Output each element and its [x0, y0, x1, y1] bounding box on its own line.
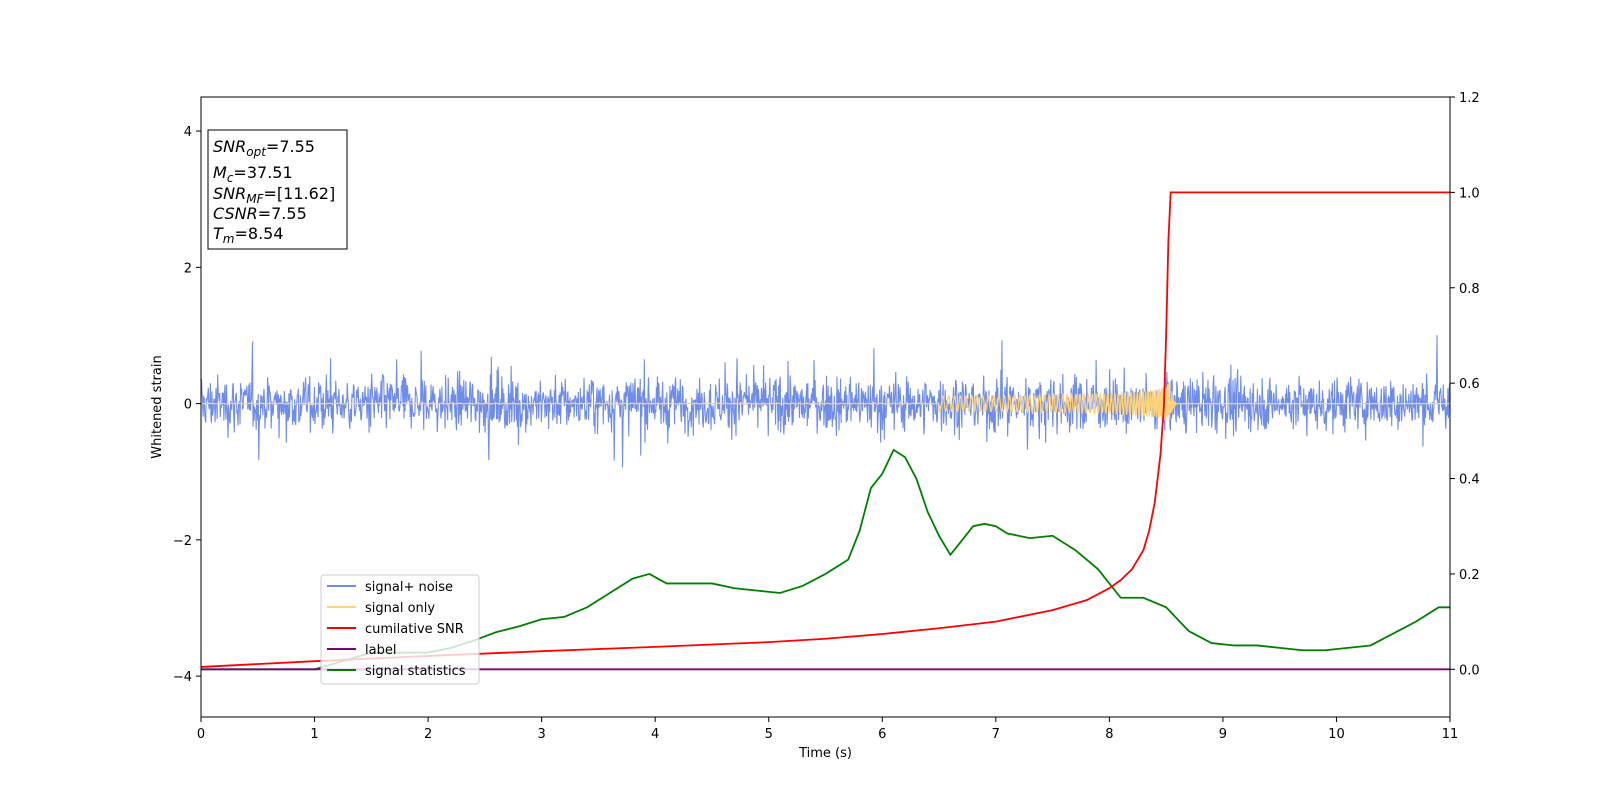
stats-symbol: CSNR	[213, 204, 258, 223]
x-tick-label: 10	[1328, 727, 1345, 742]
x-tick-label: 4	[651, 727, 659, 742]
y-right-tick-label: 0.0	[1459, 663, 1480, 678]
stats-subscript: m	[223, 232, 235, 246]
y-left-tick-label: 2	[184, 261, 192, 276]
y-left-tick-label: 0	[184, 398, 192, 413]
stats-symbol: SNR	[213, 137, 246, 156]
stats-value: =7.55	[258, 204, 307, 223]
series-signal-statistics-line	[201, 448, 1450, 671]
y-right-tick-label: 1.2	[1459, 91, 1480, 106]
x-tick-label: 0	[197, 727, 205, 742]
plot-frame	[200, 96, 1451, 718]
legend-entry-label: label	[365, 643, 396, 658]
stats-subscript: opt	[246, 145, 267, 159]
y-right-tick-label: 1.0	[1459, 186, 1480, 201]
x-tick-label: 9	[1219, 727, 1227, 742]
x-axis-label: Time (s)	[798, 746, 852, 761]
y-right-tick-label: 0.6	[1459, 377, 1480, 392]
stats-line: Mc=37.51	[213, 163, 293, 185]
stats-line: SNRMF=[11.62]	[213, 184, 335, 206]
series-signal-only-line	[201, 382, 1450, 422]
y-left-tick-label: −4	[173, 670, 192, 685]
stats-value: =8.54	[234, 224, 283, 243]
x-tick-label: 6	[878, 727, 886, 742]
legend-entry-label: signal+ noise	[365, 580, 453, 595]
x-tick-label: 2	[424, 727, 432, 742]
legend-entry-label: signal statistics	[365, 664, 466, 679]
y-right-tick-label: 0.8	[1459, 282, 1480, 297]
x-tick-label: 8	[1105, 727, 1113, 742]
stats-line: Tm=8.54	[213, 224, 284, 246]
x-tick-label: 3	[537, 727, 545, 742]
stats-value: =37.51	[233, 163, 292, 182]
stats-box-frame	[207, 129, 348, 250]
stats-subscript: c	[227, 171, 234, 185]
series-signal-noise-line	[201, 335, 1450, 468]
y-axis-label-left: Whitened strain	[150, 355, 165, 458]
y-left-tick-label: −2	[173, 534, 192, 549]
stats-symbol: M	[213, 163, 227, 182]
stats-subscript: MF	[246, 192, 264, 206]
stats-line: CSNR=7.55	[213, 204, 307, 223]
stats-line: SNRopt=7.55	[213, 137, 315, 159]
x-tick-label: 11	[1442, 727, 1459, 742]
stats-value: =7.55	[266, 137, 315, 156]
legend: signal+ noise signal only cumilative SNR la…	[320, 574, 480, 685]
legend-entry-label: cumilative SNR	[365, 622, 464, 637]
x-tick-label: 1	[310, 727, 318, 742]
y-right-tick-label: 0.2	[1459, 568, 1480, 583]
stats-symbol: T	[213, 224, 224, 243]
stats-symbol: SNR	[213, 184, 246, 203]
stats-box: SNRopt=7.55Mc=37.51SNRMF=[11.62]CSNR=7.5…	[207, 129, 348, 250]
ticks-layer: 0 1 2 3 4 5 6 7 8 9 10 11 −4 −2 0 2 4 0.0 0.2 0.4 0.6 0.8 1.0 1…	[173, 91, 1480, 742]
y-left-tick-label: 4	[184, 125, 192, 140]
x-tick-label: 5	[765, 727, 773, 742]
x-tick-label: 7	[992, 727, 1000, 742]
legend-entry-label: signal only	[365, 601, 435, 616]
legend-frame	[320, 574, 480, 685]
series-cumulative-snr-line	[201, 191, 1450, 668]
y-right-tick-label: 0.4	[1459, 473, 1480, 488]
stats-value: =[11.62]	[264, 184, 336, 203]
